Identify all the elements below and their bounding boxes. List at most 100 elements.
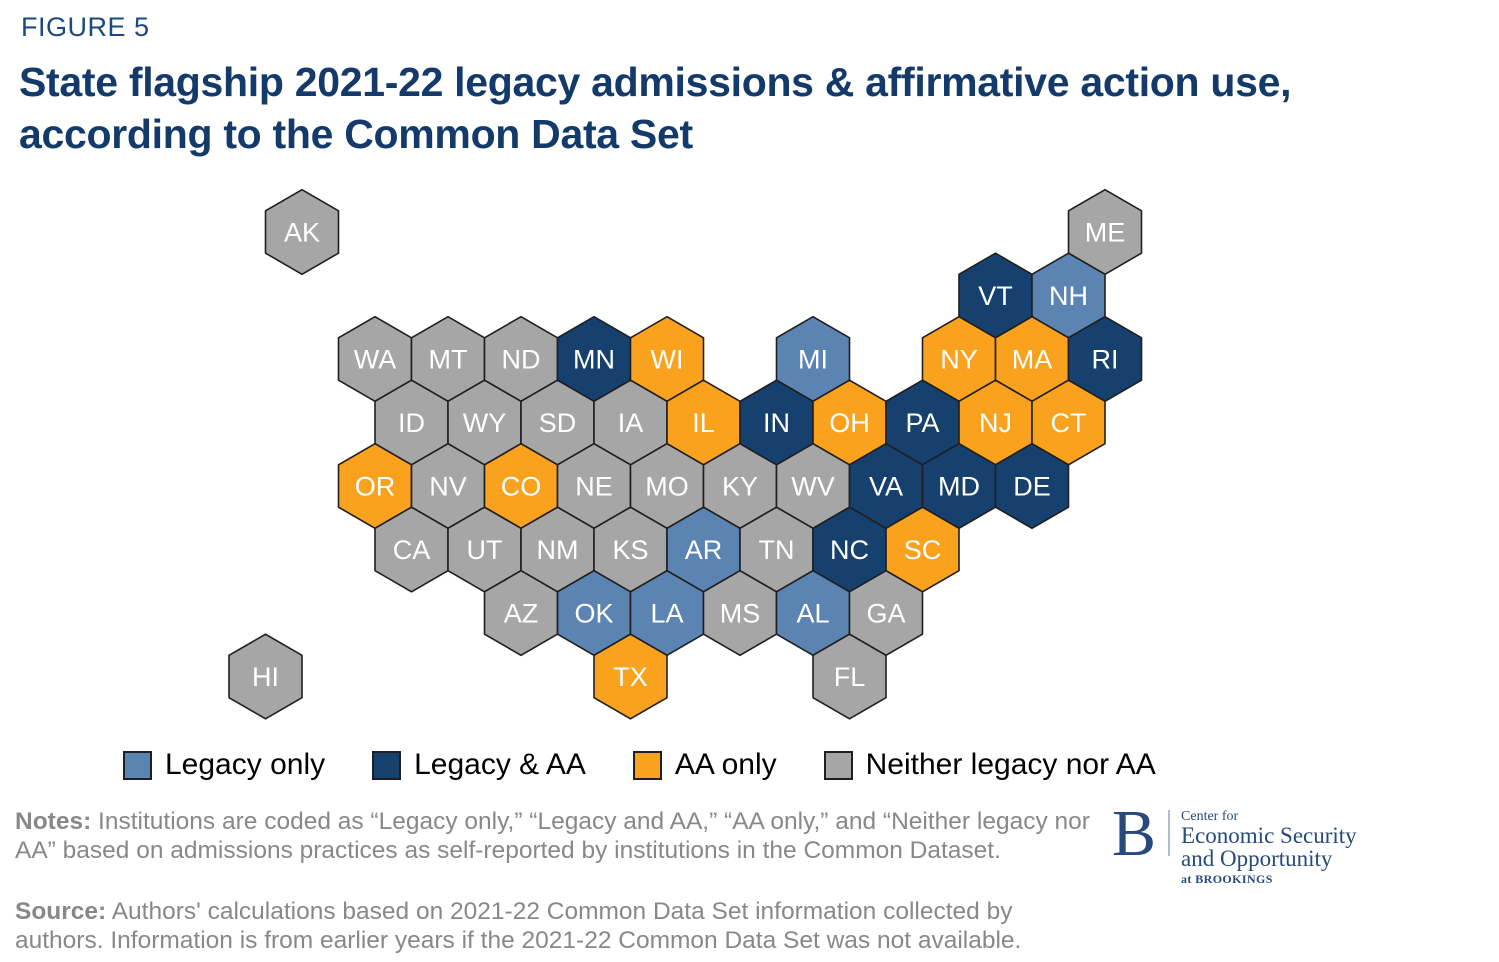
hex-label-NJ: NJ bbox=[979, 408, 1012, 438]
hex-label-MA: MA bbox=[1012, 345, 1053, 375]
hex-GA bbox=[848, 569, 924, 657]
hex-label-TN: TN bbox=[759, 535, 795, 565]
source-text: Source: Authors' calculations based on 2… bbox=[15, 898, 1093, 955]
hex-label-OR: OR bbox=[355, 472, 396, 502]
legend-item-legacy_only: Legacy only bbox=[123, 748, 325, 782]
legend-swatch-aa_only bbox=[632, 750, 662, 780]
hex-label-WV: WV bbox=[791, 472, 835, 502]
hex-label-ID: ID bbox=[398, 408, 425, 438]
hex-label-VT: VT bbox=[978, 281, 1013, 311]
hex-DE bbox=[994, 442, 1070, 530]
figure-label: FIGURE 5 bbox=[21, 12, 150, 42]
hex-OK bbox=[556, 569, 632, 657]
hex-NE bbox=[556, 442, 632, 530]
hex-label-KY: KY bbox=[722, 472, 758, 502]
hex-WY bbox=[447, 379, 522, 466]
legend-swatch-neither bbox=[823, 750, 853, 780]
hex-label-MO: MO bbox=[645, 472, 689, 502]
hex-label-LA: LA bbox=[650, 599, 683, 629]
brookings-b-mark: B bbox=[1112, 797, 1157, 870]
hex-label-DE: DE bbox=[1013, 472, 1051, 502]
hex-KY bbox=[702, 442, 778, 530]
hex-WV bbox=[775, 442, 851, 530]
hex-NY bbox=[921, 315, 997, 403]
hex-label-AZ: AZ bbox=[504, 599, 539, 629]
hex-ND bbox=[483, 315, 559, 403]
hex-label-NV: NV bbox=[429, 472, 467, 502]
hex-label-IL: IL bbox=[692, 408, 715, 438]
hex-ID bbox=[374, 379, 449, 466]
hex-IN bbox=[739, 379, 814, 466]
legend-label-aa_only: AA only bbox=[674, 748, 777, 781]
hex-CT bbox=[1031, 379, 1106, 466]
hex-label-CT: CT bbox=[1051, 408, 1087, 438]
hex-label-TX: TX bbox=[613, 662, 648, 692]
hex-label-WA: WA bbox=[354, 345, 397, 375]
hex-MD bbox=[921, 442, 997, 530]
logo-at-brookings: at BROOKINGS bbox=[1181, 872, 1273, 886]
legend-label-neither: Neither legacy nor AA bbox=[865, 748, 1156, 781]
hex-MN bbox=[556, 315, 632, 403]
legend-item-aa_only: AA only bbox=[632, 748, 777, 782]
hex-label-NE: NE bbox=[575, 472, 613, 502]
hex-FL bbox=[812, 633, 887, 720]
hex-NV bbox=[410, 442, 486, 530]
hex-SD bbox=[520, 379, 595, 466]
hex-AK bbox=[264, 188, 340, 276]
hex-NH bbox=[1031, 252, 1106, 339]
hex-label-UT: UT bbox=[467, 535, 503, 565]
hex-MO bbox=[629, 442, 705, 530]
hex-label-NY: NY bbox=[940, 345, 978, 375]
hex-ME bbox=[1067, 188, 1143, 276]
hex-HI bbox=[228, 633, 303, 720]
hex-label-MN: MN bbox=[573, 345, 615, 375]
hex-AZ bbox=[483, 569, 559, 657]
hex-label-WY: WY bbox=[463, 408, 507, 438]
hex-label-ND: ND bbox=[502, 345, 541, 375]
logo-divider bbox=[1168, 810, 1171, 856]
hex-label-SC: SC bbox=[904, 535, 942, 565]
hex-VA bbox=[848, 442, 924, 530]
hex-label-WI: WI bbox=[651, 345, 684, 375]
hex-label-MI: MI bbox=[798, 345, 828, 375]
hex-label-GA: GA bbox=[866, 599, 905, 629]
hex-label-MT: MT bbox=[429, 345, 468, 375]
hex-OR bbox=[337, 442, 413, 530]
hex-label-HI: HI bbox=[252, 662, 279, 692]
hex-label-CA: CA bbox=[393, 535, 431, 565]
hex-LA bbox=[629, 569, 705, 657]
hex-WI bbox=[629, 315, 705, 403]
hex-CA bbox=[374, 506, 449, 593]
figure-title-line1: State flagship 2021-22 legacy admissions… bbox=[19, 59, 1292, 105]
hex-KS bbox=[593, 506, 668, 593]
hex-RI bbox=[1067, 315, 1143, 403]
hex-label-AK: AK bbox=[284, 218, 320, 248]
hex-label-PA: PA bbox=[905, 408, 939, 438]
hex-MI bbox=[775, 315, 851, 403]
hex-label-NC: NC bbox=[830, 535, 869, 565]
hex-MS bbox=[702, 569, 778, 657]
hex-IA bbox=[593, 379, 668, 466]
hex-label-NH: NH bbox=[1049, 281, 1088, 311]
hex-PA bbox=[885, 379, 960, 466]
hex-label-NM: NM bbox=[537, 535, 579, 565]
hex-label-MD: MD bbox=[938, 472, 980, 502]
hex-VT bbox=[958, 252, 1033, 339]
figure-title-line2: according to the Common Data Set bbox=[19, 111, 693, 157]
hex-MT bbox=[410, 315, 486, 403]
brookings-logo: B Center for Economic Security and Oppor… bbox=[1112, 797, 1357, 887]
hex-label-CO: CO bbox=[501, 472, 542, 502]
hex-NM bbox=[520, 506, 595, 593]
hex-label-FL: FL bbox=[834, 662, 866, 692]
notes-body: Institutions are coded as “Legacy only,”… bbox=[15, 808, 1090, 864]
source-label: Source: bbox=[15, 898, 107, 925]
hex-label-IA: IA bbox=[618, 408, 644, 438]
hex-label-OK: OK bbox=[574, 599, 613, 629]
hex-NC bbox=[812, 506, 887, 593]
hex-UT bbox=[447, 506, 522, 593]
hex-AL bbox=[775, 569, 851, 657]
legend-label-legacy_aa: Legacy & AA bbox=[414, 748, 586, 781]
hex-NJ bbox=[958, 379, 1033, 466]
hex-label-ME: ME bbox=[1085, 218, 1126, 248]
